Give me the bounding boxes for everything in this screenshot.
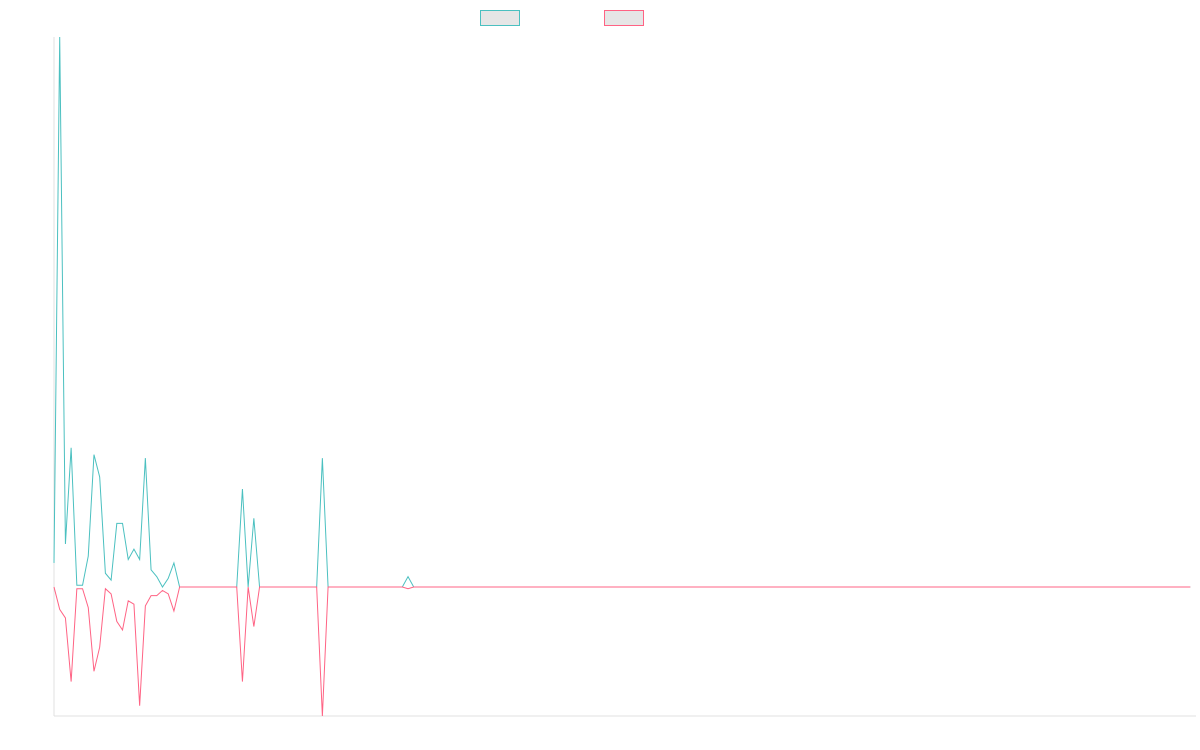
legend-swatch-series-a [480, 10, 520, 26]
legend-item-series-b[interactable] [604, 10, 650, 26]
series-line-b [53, 586, 1191, 717]
chart-axes [53, 37, 1196, 717]
legend-swatch-series-b [604, 10, 644, 26]
series-line-a [53, 36, 1191, 588]
legend-item-series-a[interactable] [480, 10, 526, 26]
chart-series-layer [53, 36, 1191, 717]
